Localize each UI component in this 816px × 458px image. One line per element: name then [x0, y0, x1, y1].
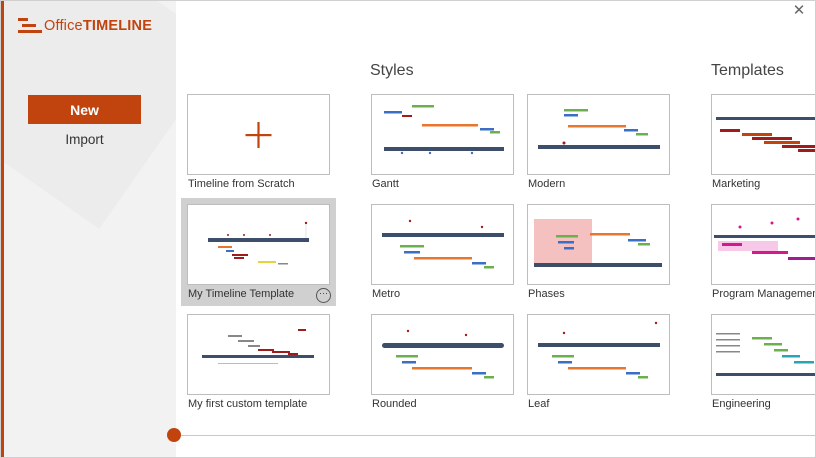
- tile-thumbnail: [527, 314, 670, 395]
- tile-label: Rounded: [372, 398, 417, 410]
- tile-thumbnail: [371, 94, 514, 175]
- new-button[interactable]: New: [28, 95, 141, 124]
- rounded-preview: [382, 329, 504, 379]
- templates-heading: Templates: [711, 62, 784, 79]
- tile-thumbnail: [371, 314, 514, 395]
- tile-style-gantt[interactable]: Gantt: [371, 94, 516, 196]
- zoom-slider-track[interactable]: [168, 435, 816, 436]
- timeline-preview: [208, 221, 309, 265]
- tile-timeline-from-scratch[interactable]: Timeline from Scratch: [187, 94, 332, 196]
- gantt-preview: [384, 105, 504, 155]
- styles-heading: Styles: [370, 62, 414, 79]
- tile-style-rounded[interactable]: Rounded: [371, 314, 516, 416]
- tile-style-phases[interactable]: Phases: [527, 204, 672, 306]
- app-logo: OfficeTIMELINE: [18, 16, 152, 36]
- tile-label: Program Management: [712, 288, 816, 300]
- tile-label: Leaf: [528, 398, 550, 410]
- tile-thumbnail: [187, 314, 330, 395]
- tile-label: Phases: [528, 288, 565, 300]
- tile-label: Marketing: [712, 178, 761, 190]
- tile-thumbnail: [711, 204, 816, 285]
- tile-thumbnail: [527, 94, 670, 175]
- tile-thumbnail: [527, 204, 670, 285]
- tile-label: My Timeline Template: [188, 288, 295, 300]
- more-options-button[interactable]: ···: [316, 288, 331, 303]
- logo-icon: [18, 18, 42, 33]
- tile-thumbnail: [711, 94, 816, 175]
- metro-preview: [382, 219, 504, 269]
- left-pane: [4, 0, 176, 458]
- import-button[interactable]: Import: [65, 132, 104, 147]
- tile-label: Gantt: [372, 178, 399, 190]
- tile-style-metro[interactable]: Metro: [371, 204, 516, 306]
- engineering-preview: [716, 333, 816, 376]
- tile-style-modern[interactable]: Modern: [527, 94, 672, 196]
- leaf-preview: [538, 321, 660, 379]
- timeline-preview: [202, 329, 314, 364]
- tile-my-timeline-template[interactable]: My Timeline Template ···: [181, 198, 336, 306]
- tile-my-first-custom-template[interactable]: My first custom template: [187, 314, 332, 416]
- program-management-preview: [714, 217, 816, 260]
- tile-thumbnail: [371, 204, 514, 285]
- tile-label: Engineering: [712, 398, 771, 410]
- tile-thumbnail: [711, 314, 816, 395]
- phases-preview: [534, 219, 662, 267]
- marketing-preview: [716, 117, 816, 152]
- modern-preview: [538, 109, 660, 149]
- logo-text: OfficeTIMELINE: [44, 18, 153, 34]
- tile-template-engineering[interactable]: Engineering: [711, 314, 816, 416]
- tile-label: My first custom template: [188, 398, 308, 410]
- tile-style-leaf[interactable]: Leaf: [527, 314, 672, 416]
- tile-thumbnail: [187, 94, 330, 175]
- tile-thumbnail: [187, 204, 330, 285]
- zoom-slider-handle[interactable]: [167, 428, 181, 442]
- tile-template-program-management[interactable]: Program Management: [711, 204, 816, 306]
- tile-label: Metro: [372, 288, 401, 300]
- left-accent-bar: [0, 0, 4, 458]
- close-button[interactable]: ✕: [792, 2, 806, 19]
- tile-label: Modern: [528, 178, 566, 190]
- tile-template-marketing[interactable]: Marketing: [711, 94, 816, 196]
- plus-icon: [245, 122, 272, 148]
- tile-label: Timeline from Scratch: [188, 178, 295, 190]
